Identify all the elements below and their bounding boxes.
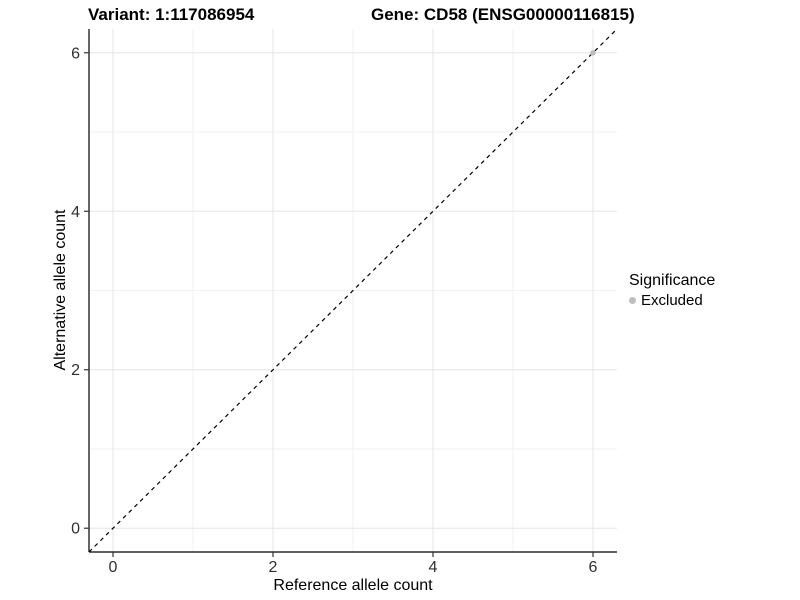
x-tick-label: 4 xyxy=(429,559,438,576)
y-axis-title: Alternative allele count xyxy=(52,209,69,371)
legend: Significance Excluded xyxy=(629,272,715,309)
x-axis-title: Reference allele count xyxy=(273,577,433,594)
identity-line xyxy=(88,28,618,553)
y-tick-label: 4 xyxy=(71,204,80,221)
legend-title: Significance xyxy=(629,272,716,289)
y-tick-label: 6 xyxy=(71,45,80,62)
legend-item-label: Excluded xyxy=(641,292,703,309)
plot-title-gene: Gene: CD58 (ENSG00000116815) xyxy=(371,5,635,24)
y-tick-label: 0 xyxy=(71,521,80,538)
plot-title-variant: Variant: 1:117086954 xyxy=(88,5,255,24)
y-tick-label: 2 xyxy=(71,362,80,379)
legend-item-excluded: Excluded xyxy=(629,292,715,309)
data-point xyxy=(590,49,596,56)
x-tick-label: 0 xyxy=(109,559,118,576)
x-tick-label: 2 xyxy=(269,559,278,576)
legend-key-dot-icon xyxy=(629,297,636,304)
x-tick-label: 6 xyxy=(589,559,598,576)
